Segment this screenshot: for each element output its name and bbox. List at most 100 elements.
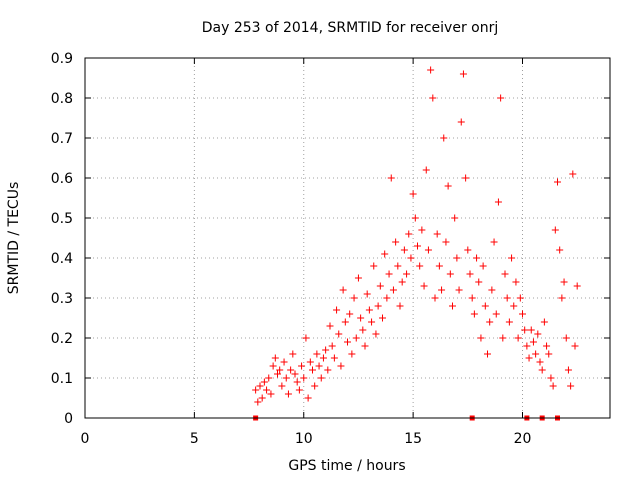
x-tick-label: 0 (81, 431, 90, 447)
data-point (444, 182, 452, 190)
data-point (335, 330, 343, 338)
data-point (348, 350, 356, 358)
y-tick-label: 0.8 (51, 91, 73, 107)
data-point (523, 342, 531, 350)
data-point (414, 242, 421, 250)
data-point (315, 362, 323, 370)
data-point (440, 134, 448, 142)
data-point (451, 214, 459, 222)
data-point (344, 338, 351, 346)
data-point (254, 398, 262, 406)
data-point (494, 198, 502, 206)
data-point (562, 334, 570, 342)
data-point (560, 278, 568, 286)
data-point (365, 306, 373, 314)
x-tick-label: 10 (295, 431, 313, 447)
data-point (505, 318, 513, 326)
data-point (389, 286, 397, 294)
data-point (280, 358, 288, 366)
data-point (501, 270, 509, 278)
y-tick-label: 0 (64, 411, 73, 427)
data-point (453, 254, 461, 262)
data-point (508, 254, 516, 262)
y-tick-label: 0.5 (51, 211, 73, 227)
data-point (446, 270, 454, 278)
data-point (346, 310, 354, 318)
data-point (479, 262, 487, 270)
data-point (361, 342, 369, 350)
data-point (556, 246, 564, 254)
data-point (567, 382, 575, 390)
data-point (551, 226, 559, 234)
y-tick-label: 0.9 (51, 51, 73, 67)
data-point (352, 334, 360, 342)
chart-title: Day 253 of 2014, SRMTID for receiver onr… (202, 20, 499, 36)
data-point (411, 214, 419, 222)
data-point (525, 354, 533, 362)
y-axis: 0 0.1 0.2 0.3 0.4 0.5 0.6 0.7 0.8 0.9 (51, 51, 610, 427)
data-point (427, 66, 435, 74)
data-point (470, 310, 478, 318)
data-point (263, 386, 271, 394)
data-point (473, 254, 481, 262)
data-point (547, 374, 555, 382)
data-point (435, 262, 443, 270)
data-point (486, 318, 494, 326)
data-point (265, 374, 273, 382)
data-point (503, 294, 511, 302)
data-point (416, 262, 424, 270)
plot-grid (85, 58, 610, 418)
data-point (519, 310, 526, 318)
data-point (379, 314, 386, 322)
data-point (300, 374, 308, 382)
plot-frame (84, 57, 611, 419)
data-point (328, 342, 336, 350)
data-point (554, 178, 561, 186)
data-point (462, 174, 470, 182)
data-point (383, 294, 391, 302)
y-axis-label: SRMTID / TECUs (6, 182, 22, 295)
data-point (422, 166, 430, 174)
data-point (326, 322, 334, 330)
data-series-srmtid (252, 66, 581, 406)
data-point (529, 338, 537, 346)
data-point (475, 278, 483, 286)
data-point (289, 350, 297, 358)
data-point (293, 378, 301, 386)
data-point (431, 294, 439, 302)
data-point (538, 366, 546, 374)
data-point (282, 374, 290, 382)
data-point (306, 358, 314, 366)
data-point (313, 350, 321, 358)
data-point (339, 286, 347, 294)
data-point (376, 282, 384, 290)
data-point (521, 326, 529, 334)
data-point (429, 94, 437, 102)
data-point (394, 262, 402, 270)
data-point (374, 302, 382, 310)
data-point (409, 190, 417, 198)
data-point (569, 170, 577, 178)
x-tick-label: 5 (190, 431, 199, 447)
x-tick-label: 20 (514, 431, 532, 447)
data-point (457, 118, 465, 126)
data-point (424, 246, 432, 254)
data-point (278, 382, 286, 390)
data-point (385, 270, 393, 278)
data-point (260, 378, 268, 386)
data-point (311, 382, 319, 390)
data-point (527, 326, 535, 334)
data-point (258, 394, 266, 402)
data-point (481, 302, 489, 310)
data-point (433, 230, 441, 238)
data-point (317, 374, 325, 382)
data-point (488, 286, 496, 294)
x-axis-label: GPS time / hours (288, 458, 405, 474)
data-point (295, 386, 303, 394)
data-point (497, 94, 505, 102)
data-point (418, 226, 426, 234)
data-point (252, 386, 260, 394)
data-point (271, 354, 279, 362)
data-point (400, 246, 408, 254)
